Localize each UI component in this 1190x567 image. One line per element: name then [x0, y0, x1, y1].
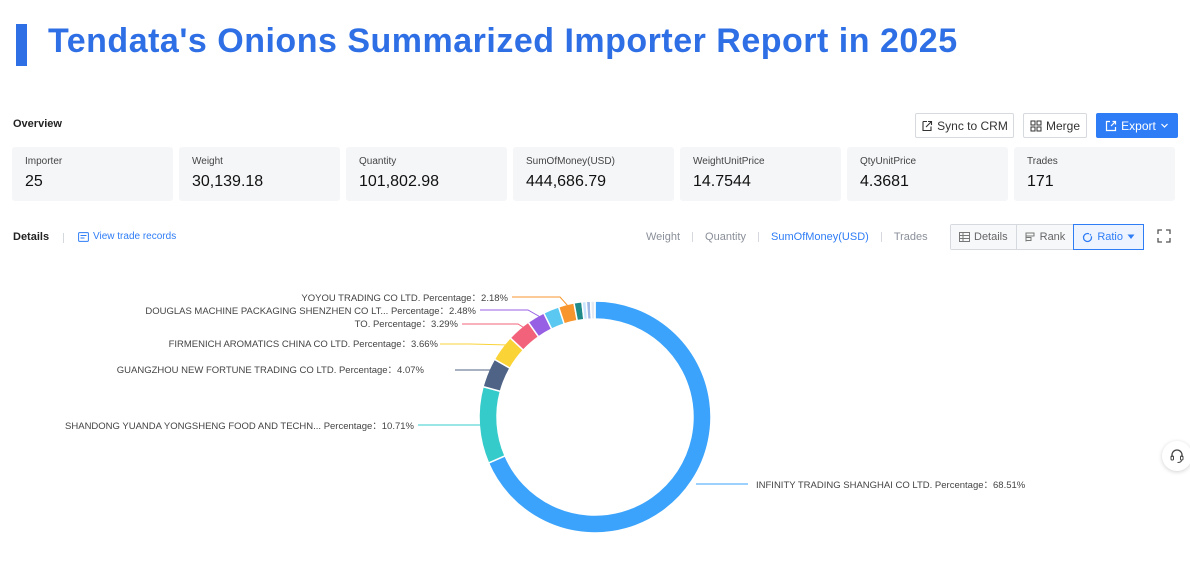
divider [880, 232, 882, 242]
slice-label: TO. Percentage：3.29% [355, 319, 459, 330]
stat-card-trades: Trades 171 [1014, 147, 1175, 201]
stat-value: 101,802.98 [359, 173, 440, 190]
ratio-icon [1083, 232, 1093, 242]
details-view-label: Details [974, 231, 1008, 243]
stat-label: Importer [25, 156, 63, 167]
label-leader-line [480, 309, 543, 319]
stat-label: Weight [192, 156, 223, 167]
donut-slice[interactable] [478, 385, 507, 464]
donut-slice[interactable] [589, 300, 596, 320]
view-mode-group: Details Rank Ratio [950, 224, 1144, 250]
stat-card-weight: Weight 30,139.18 [179, 147, 340, 201]
stat-value: 25 [25, 173, 43, 190]
slice-label: FIRMENICH AROMATICS CHINA CO LTD. Percen… [169, 339, 439, 350]
stat-value: 30,139.18 [192, 173, 264, 190]
sync-to-crm-label: Sync to CRM [937, 118, 1008, 133]
slice-label: GUANGZHOU NEW FORTUNE TRADING CO LTD. Pe… [117, 365, 425, 376]
stat-label: Quantity [359, 156, 397, 167]
merge-label: Merge [1045, 118, 1080, 133]
stat-card-weight-unit-price: WeightUnitPrice 14.7544 [680, 147, 841, 201]
caret-down-icon [1127, 234, 1135, 239]
details-label: Details [13, 231, 50, 243]
divider [63, 233, 64, 243]
stat-card-qty-unit-price: QtyUnitPrice 4.3681 [847, 147, 1008, 201]
label-leader-line [440, 343, 511, 346]
stat-card-quantity: Quantity 101,802.98 [346, 147, 507, 201]
tab-quantity[interactable]: Quantity [705, 231, 747, 243]
stat-value: 14.7544 [693, 173, 751, 190]
title-accent-bar [16, 24, 27, 66]
export-button[interactable]: Export [1096, 113, 1178, 138]
tab-weight[interactable]: Weight [646, 231, 681, 243]
table-icon [959, 232, 970, 242]
slice-label: INFINITY TRADING SHANGHAI CO LTD. Percen… [756, 480, 1026, 491]
slice-label: SHANDONG YUANDA YONGSHENG FOOD AND TECHN… [65, 421, 415, 432]
stat-label: QtyUnitPrice [860, 156, 917, 167]
ratio-view-button[interactable]: Ratio [1073, 224, 1144, 250]
overview-cards: Importer 25 Weight 30,139.18 Quantity 10… [12, 147, 1175, 201]
stat-label: WeightUnitPrice [693, 156, 765, 167]
stat-value: 444,686.79 [526, 173, 607, 190]
divider [758, 232, 760, 242]
rank-view-button[interactable]: Rank [1016, 225, 1075, 249]
slice-label: YOYOU TRADING CO LTD. Percentage：2.18% [301, 293, 508, 304]
label-leader-line [512, 296, 569, 307]
export-icon [1106, 120, 1117, 131]
ratio-view-label: Ratio [1097, 231, 1123, 243]
rank-view-label: Rank [1039, 231, 1066, 243]
stat-value: 171 [1027, 173, 1054, 190]
ratio-donut-chart: INFINITY TRADING SHANGHAI CO LTD. Percen… [65, 293, 1026, 534]
divider [692, 232, 694, 242]
label-leader-line [462, 323, 527, 330]
sync-to-crm-button[interactable]: Sync to CRM [915, 113, 1014, 138]
stat-value: 4.3681 [860, 173, 909, 190]
tab-sum-of-money[interactable]: SumOfMoney(USD) [771, 231, 869, 243]
overview-label: Overview [13, 118, 62, 130]
stat-label: SumOfMoney(USD) [526, 156, 615, 167]
fullscreen-icon[interactable] [1157, 229, 1171, 243]
records-icon [78, 231, 89, 242]
rank-icon [1025, 232, 1035, 242]
tab-trades[interactable]: Trades [893, 231, 928, 243]
chevron-down-icon [1160, 123, 1168, 128]
slice-label: DOUGLAS MACHINE PACKAGING SHENZHEN CO LT… [145, 306, 476, 317]
customer-support-icon[interactable] [1162, 441, 1190, 471]
merge-button[interactable]: Merge [1023, 113, 1087, 138]
details-view-button[interactable]: Details [951, 225, 1017, 249]
stat-card-sum-of-money: SumOfMoney(USD) 444,686.79 [513, 147, 674, 201]
view-trade-records-label: View trade records [93, 231, 177, 242]
page-title: Tendata's Onions Summarized Importer Rep… [48, 22, 958, 60]
metric-tabs: Weight Quantity SumOfMoney(USD) Trades [646, 231, 928, 243]
merge-icon [1030, 120, 1042, 131]
export-label: Export [1121, 118, 1156, 133]
view-trade-records-link[interactable]: View trade records [78, 231, 176, 242]
stat-label: Trades [1027, 156, 1058, 167]
stat-card-importer: Importer 25 [12, 147, 173, 201]
sync-icon [922, 120, 933, 131]
